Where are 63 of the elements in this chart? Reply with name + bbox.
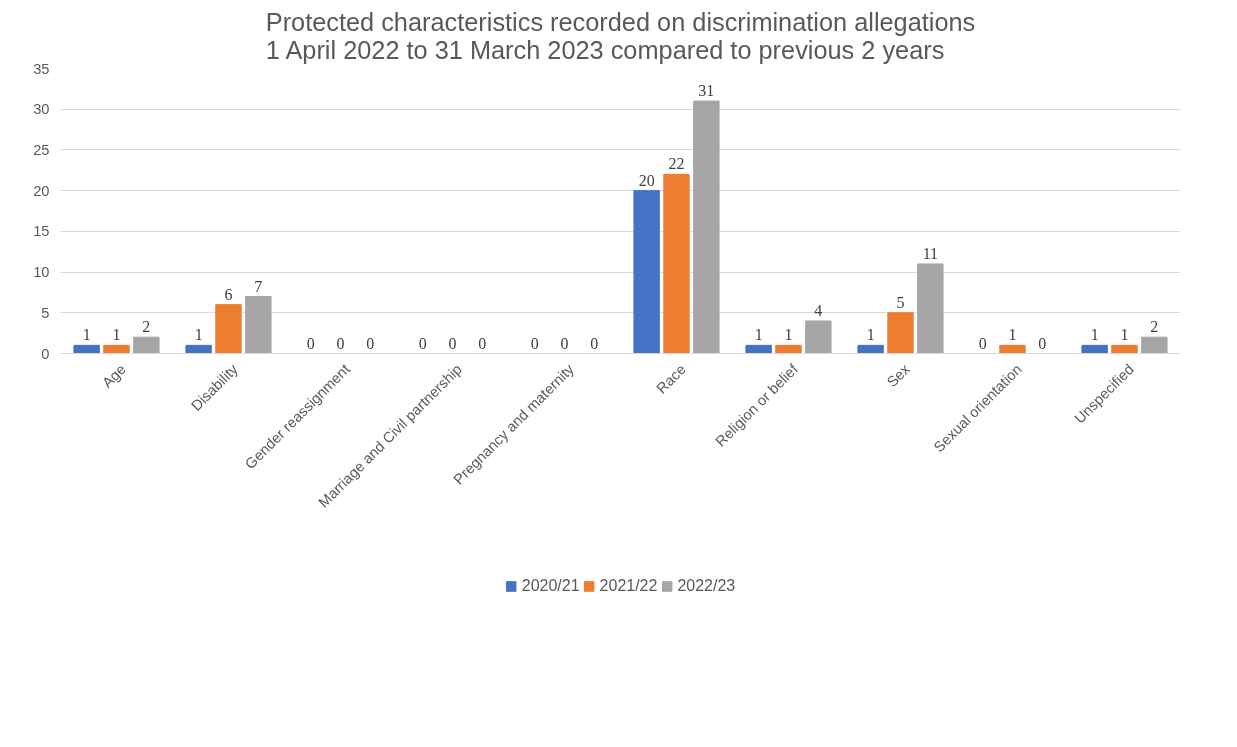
y-tick-label: 35 xyxy=(33,60,50,77)
y-tick-label: 0 xyxy=(41,345,50,362)
data-label: 1 xyxy=(194,326,203,344)
data-label: 0 xyxy=(530,334,539,352)
bar xyxy=(999,344,1026,354)
data-label: 0 xyxy=(336,334,345,352)
data-label: 1 xyxy=(1090,326,1099,344)
bar xyxy=(887,312,914,354)
y-tick-label: 25 xyxy=(33,141,50,158)
bar xyxy=(745,344,772,354)
data-label: 4 xyxy=(814,301,823,319)
bar xyxy=(73,344,100,354)
bar xyxy=(917,263,944,354)
x-tick-label: Sex xyxy=(883,360,914,391)
data-label: 1 xyxy=(1120,326,1129,344)
data-label: 1 xyxy=(1008,326,1017,344)
y-tick-label: 5 xyxy=(41,304,50,321)
y-tick-label: 10 xyxy=(33,264,50,281)
data-label: 2 xyxy=(1150,318,1159,336)
bar xyxy=(775,344,802,354)
data-label: 0 xyxy=(306,334,315,352)
data-label: 0 xyxy=(978,334,987,352)
data-label: 31 xyxy=(698,82,715,100)
y-tick-label: 15 xyxy=(33,223,50,240)
data-label: 1 xyxy=(866,326,875,344)
y-tick-label: 20 xyxy=(33,182,50,199)
bar xyxy=(857,344,884,354)
data-label: 0 xyxy=(1038,334,1047,352)
data-label: 6 xyxy=(224,285,233,303)
data-label: 0 xyxy=(590,334,599,352)
y-tick-label: 30 xyxy=(33,101,50,118)
data-label: 0 xyxy=(366,334,375,352)
bar xyxy=(1111,344,1138,354)
data-label: 1 xyxy=(112,326,121,344)
bar xyxy=(133,336,160,354)
data-label: 1 xyxy=(784,326,793,344)
data-label: 0 xyxy=(478,334,487,352)
bar xyxy=(633,190,660,354)
data-label: 1 xyxy=(82,326,91,344)
data-label: 1 xyxy=(754,326,763,344)
data-label: 5 xyxy=(896,293,905,311)
data-label: 0 xyxy=(560,334,569,352)
data-label: 7 xyxy=(254,277,263,295)
data-label: 22 xyxy=(668,155,685,173)
data-label: 0 xyxy=(448,334,457,352)
data-label: 20 xyxy=(638,171,655,189)
bar xyxy=(805,320,832,354)
bar xyxy=(693,100,720,354)
bar xyxy=(103,344,130,354)
x-tick-label: Age xyxy=(99,361,129,391)
bar xyxy=(215,304,242,354)
bar xyxy=(663,173,690,354)
chart-title: Protected characteristics recorded on discrimination allegations 1 April 2022 to 31 March 2023 compared to previous 2 years xyxy=(265,7,976,64)
legend-label: 2021/22 xyxy=(599,577,658,595)
data-label: 2 xyxy=(142,318,151,336)
legend-label: 2022/23 xyxy=(677,577,736,595)
data-label: 11 xyxy=(922,244,939,262)
bar xyxy=(185,344,212,354)
bar xyxy=(245,296,272,354)
bar xyxy=(1081,344,1108,354)
legend-label: 2020/21 xyxy=(521,577,580,595)
bar xyxy=(1141,336,1168,354)
data-label: 0 xyxy=(418,334,427,352)
